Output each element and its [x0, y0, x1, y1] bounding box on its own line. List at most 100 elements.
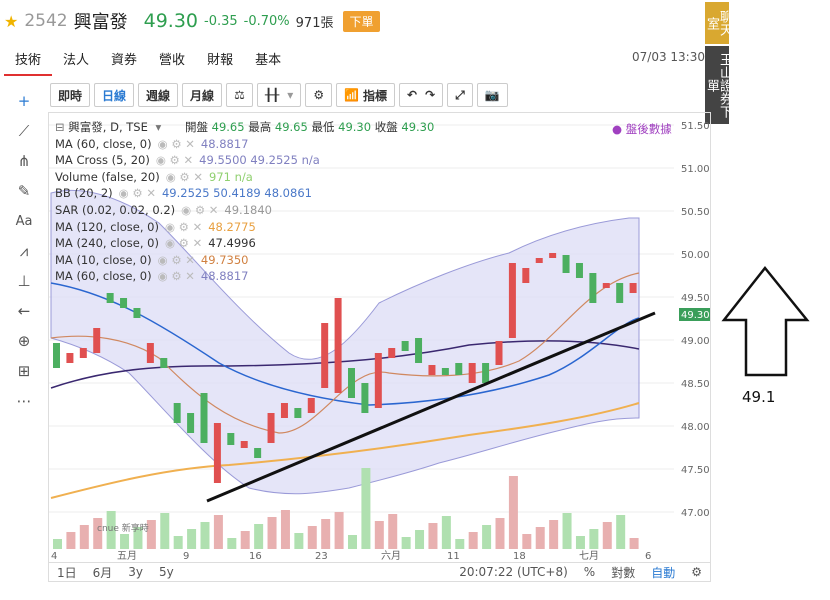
order-button[interactable]: 下單	[343, 10, 380, 32]
stock-code: 2542	[24, 11, 68, 31]
pattern-tool[interactable]: ⩘	[8, 236, 40, 266]
interval-monthly-button[interactable]: 月線	[182, 83, 223, 107]
collapse-icon[interactable]: ⊟	[55, 120, 65, 134]
legend-row[interactable]: MA (240, close, 0) ◉ ⚙ ✕ 47.4996	[55, 235, 434, 252]
candle	[267, 413, 275, 443]
arrow-icon: ←	[17, 302, 31, 320]
tab-technical[interactable]: 技術	[4, 46, 53, 76]
volume-bar	[53, 539, 62, 549]
redo-icon[interactable]: ↷	[425, 88, 436, 102]
range-1d[interactable]: 1日	[57, 565, 77, 580]
legend-row-controls-icon[interactable]: ◉ ⚙ ✕	[165, 169, 203, 184]
legend-row-controls-icon[interactable]: ◉ ⚙ ✕	[181, 202, 219, 217]
favorite-star-icon[interactable]: ★	[4, 11, 19, 31]
log-toggle[interactable]: 對數	[611, 565, 636, 580]
legend-row-controls-icon[interactable]: ◉ ⚙ ✕	[118, 186, 156, 201]
legend-row-value: 971 n/a	[209, 169, 253, 184]
legend-row[interactable]: SAR (0.02, 0.02, 0.2) ◉ ⚙ ✕ 49.1840	[55, 202, 434, 219]
brush-tool[interactable]: ✎	[8, 176, 40, 206]
chevron-icon[interactable]: ▾	[155, 120, 162, 134]
settings-button[interactable]: ⚙	[305, 83, 333, 107]
tab-financials[interactable]: 財報	[207, 53, 234, 68]
candle	[240, 441, 248, 448]
volume-bar	[294, 533, 304, 549]
legend-row-label: MA Cross (5, 20)	[55, 153, 150, 168]
legend-row[interactable]: Volume (false, 20) ◉ ⚙ ✕ 971 n/a	[55, 169, 434, 186]
volume-bar	[468, 532, 478, 549]
legend-row[interactable]: MA Cross (5, 20) ◉ ⚙ ✕ 49.5500 49.2525 n/a	[55, 152, 434, 169]
legend-row-controls-icon[interactable]: ◉ ⚙ ✕	[155, 153, 194, 168]
measure-tool[interactable]: ⊥	[8, 266, 40, 296]
settings-gear-icon[interactable]: ⚙	[691, 565, 702, 579]
indicators-button[interactable]: 📶 指標	[336, 83, 396, 107]
chart-style-button[interactable]: ╂╂ ▾	[256, 83, 302, 107]
time-tick-label: 9	[183, 551, 189, 562]
after-hours-label[interactable]: ● 盤後數據	[612, 122, 672, 136]
volume-bar	[267, 517, 277, 549]
legend-row-controls-icon[interactable]: ◉ ⚙ ✕	[157, 136, 195, 151]
volume-bar	[508, 476, 518, 549]
legend-row[interactable]: MA (60, close, 0) ◉ ⚙ ✕ 48.8817	[55, 268, 434, 285]
chevron-down-icon: ▾	[287, 88, 294, 102]
legend-row-controls-icon[interactable]: ◉ ⚙ ✕	[157, 252, 195, 267]
ruler-tool[interactable]: ⊞	[8, 356, 40, 386]
legend-row[interactable]: MA (10, close, 0) ◉ ⚙ ✕ 49.7350	[55, 252, 434, 269]
tab-basics[interactable]: 基本	[255, 53, 282, 68]
auto-toggle[interactable]: 自動	[651, 565, 676, 580]
more-tools[interactable]: ⋯	[8, 386, 40, 416]
price-chart[interactable]: 51.50 51.00 50.50 50.00 49.50 49.00 48.50 48.00…	[49, 113, 712, 563]
candle	[66, 353, 74, 363]
chart-toolbar: 即時 日線 週線 月線 ⚖ ╂╂ ▾ ⚙ 📶 指標 ↶ ↷ ⤢ 📷	[50, 83, 508, 109]
price-tick-label: 51.50	[681, 121, 710, 132]
tab-revenue[interactable]: 營收	[159, 53, 186, 68]
volume-bar	[120, 534, 130, 549]
clock: 20:07:22 (UTC+8)	[459, 565, 568, 579]
price-tick-label: 51.00	[681, 164, 710, 175]
volume-bar	[374, 521, 384, 549]
interval-intraday-button[interactable]: 即時	[50, 83, 91, 107]
user-trendline[interactable]	[206, 311, 656, 503]
undo-icon[interactable]: ↶	[407, 88, 418, 102]
volume-bar	[482, 525, 492, 549]
interval-weekly-button[interactable]: 週線	[138, 83, 179, 107]
chat-room-button[interactable]: 聊天室	[704, 2, 732, 44]
arrow-tool[interactable]: ←	[8, 296, 40, 326]
interval-daily-button[interactable]: 日線	[94, 83, 135, 107]
price-tick-label: 48.00	[681, 422, 710, 433]
camera-icon: 📷	[484, 88, 500, 102]
crosshair-tool[interactable]: +	[8, 86, 40, 116]
text-tool[interactable]: Aa	[8, 206, 40, 236]
trendline-tool[interactable]: ⟋	[8, 116, 40, 146]
volume-bar	[160, 513, 170, 549]
legend-row[interactable]: MA (60, close, 0) ◉ ⚙ ✕ 48.8817	[55, 136, 434, 153]
volume-bar	[348, 535, 357, 549]
time-tick-label: 七月	[579, 550, 599, 562]
legend-row-controls-icon[interactable]: ◉ ⚙ ✕	[164, 219, 203, 234]
snapshot-button[interactable]: 📷	[476, 83, 508, 107]
legend-row-controls-icon[interactable]: ◉ ⚙ ✕	[157, 269, 195, 284]
tab-institutional[interactable]: 法人	[63, 53, 90, 68]
fullscreen-button[interactable]: ⤢	[447, 83, 473, 107]
ma-120-line	[50, 402, 640, 499]
candle	[146, 343, 154, 363]
compare-button[interactable]: ⚖	[226, 83, 253, 107]
legend-row[interactable]: MA (120, close, 0) ◉ ⚙ ✕ 48.2775	[55, 219, 434, 236]
legend-row-controls-icon[interactable]: ◉ ⚙ ✕	[164, 236, 203, 251]
candle	[468, 363, 476, 383]
pitchfork-tool[interactable]: ⋔	[8, 146, 40, 176]
volume-bar	[280, 510, 290, 549]
range-5y[interactable]: 5y	[159, 565, 174, 579]
broker-order-button[interactable]: 玉山證券下單	[704, 46, 732, 124]
candle	[589, 273, 597, 303]
legend-row[interactable]: BB (20, 2) ◉ ⚙ ✕ 49.2525 50.4189 48.0861	[55, 185, 434, 202]
volume-bar	[307, 526, 317, 549]
candle	[428, 365, 436, 375]
chart-frame[interactable]: 51.50 51.00 50.50 50.00 49.50 49.00 48.50 48.00…	[48, 112, 711, 582]
volume-bar	[254, 524, 264, 549]
candle	[334, 298, 342, 393]
percent-toggle[interactable]: %	[583, 565, 596, 579]
tab-margin[interactable]: 資券	[111, 53, 138, 68]
range-6m[interactable]: 6月	[92, 565, 113, 580]
zoom-tool[interactable]: ⊕	[8, 326, 40, 356]
range-3y[interactable]: 3y	[128, 565, 144, 579]
